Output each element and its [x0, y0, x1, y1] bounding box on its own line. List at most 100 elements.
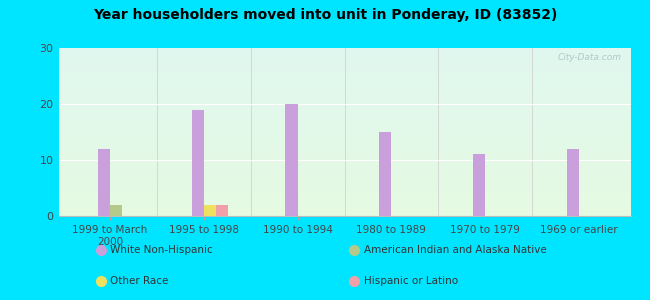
Bar	[58, 128, 630, 129]
Bar	[58, 202, 630, 203]
Bar	[58, 123, 630, 124]
Bar	[58, 191, 630, 192]
Bar	[58, 110, 630, 111]
Bar	[58, 80, 630, 81]
Bar	[58, 130, 630, 131]
Bar	[58, 167, 630, 168]
Bar	[58, 147, 630, 148]
Bar	[58, 204, 630, 205]
Bar	[58, 157, 630, 158]
Bar	[58, 125, 630, 126]
Bar	[58, 65, 630, 66]
Bar	[58, 102, 630, 103]
Bar	[58, 75, 630, 76]
Bar	[58, 118, 630, 119]
Text: American Indian and Alaska Native: American Indian and Alaska Native	[364, 245, 547, 255]
Bar	[58, 120, 630, 121]
Bar	[58, 118, 630, 119]
Bar	[58, 193, 630, 194]
Bar	[58, 179, 630, 180]
Bar	[58, 81, 630, 82]
Bar	[58, 145, 630, 146]
Bar	[58, 88, 630, 89]
Bar	[58, 170, 630, 171]
Bar	[58, 59, 630, 60]
Bar	[58, 126, 630, 127]
Bar	[58, 150, 630, 151]
Bar	[58, 201, 630, 202]
Bar	[58, 169, 630, 170]
Bar	[58, 166, 630, 167]
Bar	[58, 63, 630, 64]
Bar	[192, 110, 204, 216]
Bar	[58, 211, 630, 212]
Text: City-Data.com: City-Data.com	[558, 53, 622, 62]
Bar	[58, 53, 630, 54]
Bar	[58, 168, 630, 169]
Bar	[58, 194, 630, 195]
Bar	[58, 153, 630, 154]
Text: Hispanic or Latino: Hispanic or Latino	[364, 276, 458, 286]
Bar	[58, 82, 630, 83]
Bar	[58, 160, 630, 161]
Bar	[58, 108, 630, 109]
Bar	[58, 78, 630, 79]
Bar	[58, 95, 630, 96]
Text: Year householders moved into unit in Ponderay, ID (83852): Year householders moved into unit in Pon…	[93, 8, 557, 22]
Bar	[58, 209, 630, 210]
Bar	[58, 149, 630, 150]
Bar	[58, 85, 630, 86]
Bar	[58, 49, 630, 50]
Bar	[58, 152, 630, 153]
Bar	[58, 119, 630, 120]
Bar	[285, 104, 298, 216]
Bar	[58, 83, 630, 84]
Bar	[58, 143, 630, 144]
Bar	[58, 92, 630, 93]
Bar	[58, 199, 630, 200]
Bar	[58, 177, 630, 178]
Bar	[58, 165, 630, 166]
Bar	[58, 67, 630, 68]
Bar	[58, 175, 630, 176]
Bar	[58, 86, 630, 87]
Bar	[58, 200, 630, 201]
Bar	[58, 198, 630, 199]
Bar	[58, 113, 630, 114]
Bar	[58, 97, 630, 98]
Bar	[58, 90, 630, 91]
Bar	[58, 173, 630, 174]
Bar	[58, 134, 630, 135]
Bar	[58, 100, 630, 101]
Bar	[58, 202, 630, 203]
Bar	[58, 203, 630, 204]
Bar	[58, 163, 630, 164]
Bar	[58, 189, 630, 190]
Bar	[58, 190, 630, 191]
Bar	[58, 186, 630, 187]
Bar	[58, 162, 630, 163]
Bar	[58, 208, 630, 209]
Bar	[58, 161, 630, 162]
Bar	[58, 154, 630, 155]
Bar	[58, 171, 630, 172]
Bar	[58, 99, 630, 100]
Bar	[379, 132, 391, 216]
Bar	[58, 132, 630, 133]
Bar	[58, 215, 630, 216]
Bar	[58, 183, 630, 184]
Bar	[58, 140, 630, 141]
Bar	[58, 133, 630, 134]
Bar	[58, 197, 630, 198]
Bar	[58, 187, 630, 188]
Bar	[58, 142, 630, 143]
Bar	[58, 61, 630, 62]
Bar	[58, 58, 630, 59]
Bar	[58, 129, 630, 130]
Bar	[58, 205, 630, 206]
Bar	[204, 205, 216, 216]
Text: Other Race: Other Race	[111, 276, 169, 286]
Bar	[58, 76, 630, 77]
Bar	[58, 96, 630, 97]
Bar	[58, 73, 630, 74]
